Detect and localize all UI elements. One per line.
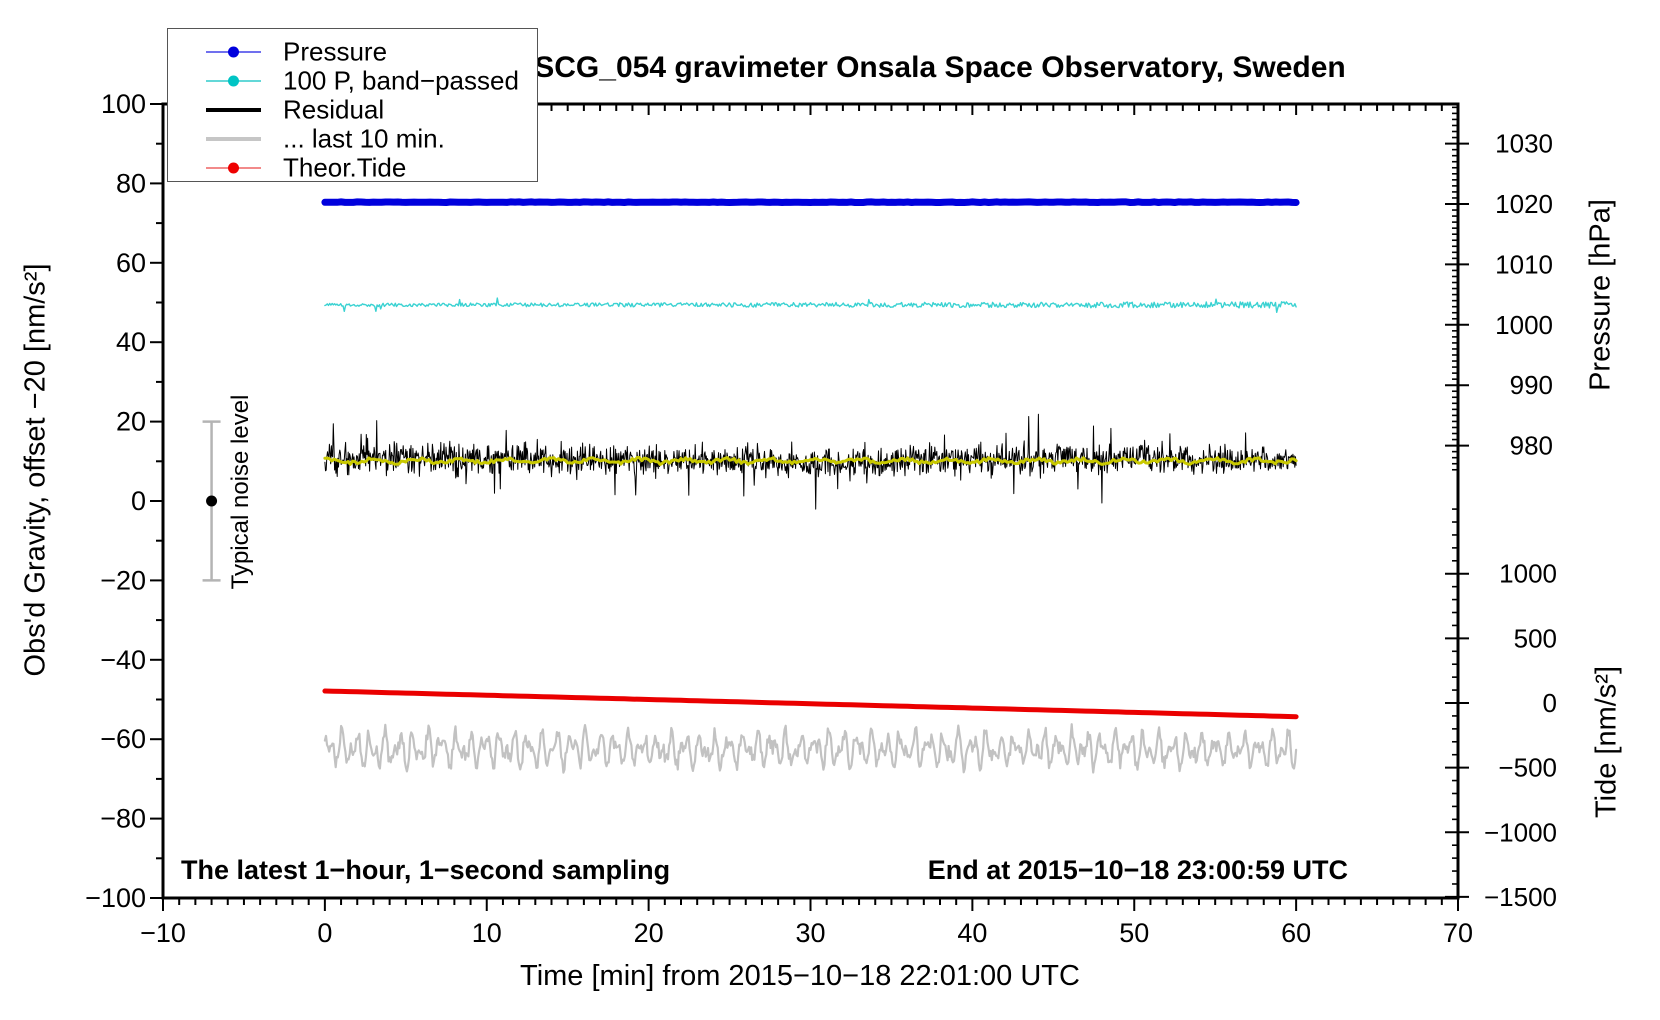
svg-text:−20: −20	[100, 565, 146, 595]
typical-noise-bar	[202, 420, 221, 582]
svg-text:−80: −80	[100, 804, 146, 834]
pressure-tick-labels: 1030 1020 1010 1000 990 980	[1495, 129, 1553, 461]
svg-text:40: 40	[957, 918, 987, 948]
tide-axis-ticks	[1445, 508, 1469, 898]
legend-item-last10min: ... last 10 min.	[168, 123, 537, 153]
svg-text:1020: 1020	[1495, 189, 1553, 219]
pressure-axis-ticks	[1445, 106, 1469, 471]
legend-item-residual: Residual	[168, 94, 537, 124]
left-tick-labels: 100 80 60 40 20 0 −20 −40 −60 −80 −100	[85, 89, 146, 913]
svg-text:−500: −500	[1498, 753, 1557, 783]
svg-text:40: 40	[116, 327, 146, 357]
svg-text:20: 20	[634, 918, 664, 948]
series--last-10-min-	[323, 723, 1298, 774]
svg-text:−60: −60	[100, 724, 146, 754]
svg-text:−10: −10	[140, 918, 186, 948]
legend-line-sample	[206, 66, 283, 95]
svg-text:1030: 1030	[1495, 129, 1553, 159]
svg-text:1000: 1000	[1499, 559, 1557, 589]
left-axis-ticks	[150, 103, 163, 899]
legend-item-label: Theor.Tide	[283, 152, 407, 182]
svg-text:80: 80	[116, 168, 146, 198]
legend-item-bandpassed: 100 P, band−passed	[168, 65, 537, 95]
svg-text:−1500: −1500	[1484, 882, 1557, 912]
svg-text:1010: 1010	[1495, 249, 1553, 279]
svg-text:−1000: −1000	[1484, 817, 1557, 847]
x-axis-ticks	[162, 104, 1459, 911]
x-tick-labels: −10 0 10 20 30 40 50 60 70	[140, 918, 1473, 948]
left-axis-label: Obs'd Gravity, offset −20 [nm/s²]	[19, 263, 52, 677]
svg-text:0: 0	[1543, 688, 1557, 718]
end-time-note: End at 2015−10−18 23:00:59 UTC	[927, 855, 1348, 885]
typical-noise-level-label: Typical noise level	[227, 394, 254, 590]
legend-item-pressure: Pressure	[168, 36, 537, 66]
svg-text:−100: −100	[85, 883, 146, 913]
svg-text:70: 70	[1443, 918, 1473, 948]
legend-line-sample	[206, 153, 283, 182]
svg-text:−40: −40	[100, 645, 146, 675]
legend-item-label: ... last 10 min.	[283, 123, 445, 153]
legend-box: Pressure 100 P, band−passed Residual ...…	[167, 28, 538, 182]
svg-text:1000: 1000	[1495, 310, 1553, 340]
svg-text:980: 980	[1510, 431, 1553, 461]
x-axis-label: Time [min] from 2015−10−18 22:01:00 UTC	[520, 960, 1080, 992]
svg-text:500: 500	[1514, 623, 1557, 653]
svg-text:60: 60	[1281, 918, 1311, 948]
svg-text:20: 20	[116, 407, 146, 437]
svg-text:30: 30	[795, 918, 825, 948]
series-theor-tide	[322, 688, 1299, 720]
svg-text:10: 10	[472, 918, 502, 948]
tide-axis-label: Tide [nm/s²]	[1590, 665, 1623, 819]
legend-line-sample	[206, 124, 283, 153]
pressure-axis-label: Pressure [hPa]	[1584, 199, 1617, 391]
svg-text:60: 60	[116, 248, 146, 278]
legend-item-theortide: Theor.Tide	[168, 152, 537, 182]
svg-text:990: 990	[1510, 370, 1553, 400]
svg-text:0: 0	[317, 918, 332, 948]
legend-line-sample	[206, 37, 283, 66]
series-pressure	[321, 198, 1300, 206]
legend-item-label: Residual	[283, 94, 385, 124]
svg-text:100: 100	[101, 89, 146, 119]
svg-text:0: 0	[131, 486, 146, 516]
series-residual-smoothed	[323, 456, 1298, 466]
plot-frame	[161, 102, 1460, 900]
legend-line-sample	[206, 95, 283, 124]
legend-item-label: Pressure	[283, 36, 388, 66]
sampling-note: The latest 1−hour, 1−second sampling	[181, 855, 671, 885]
legend-item-label: 100 P, band−passed	[283, 65, 519, 95]
svg-text:50: 50	[1119, 918, 1149, 948]
series-100-p-band-passed	[324, 297, 1297, 313]
tide-tick-labels: 1000 500 0 −500 −1000 −1500	[1484, 559, 1557, 912]
chart-title: SCG_054 gravimeter Onsala Space Observat…	[534, 51, 1346, 84]
